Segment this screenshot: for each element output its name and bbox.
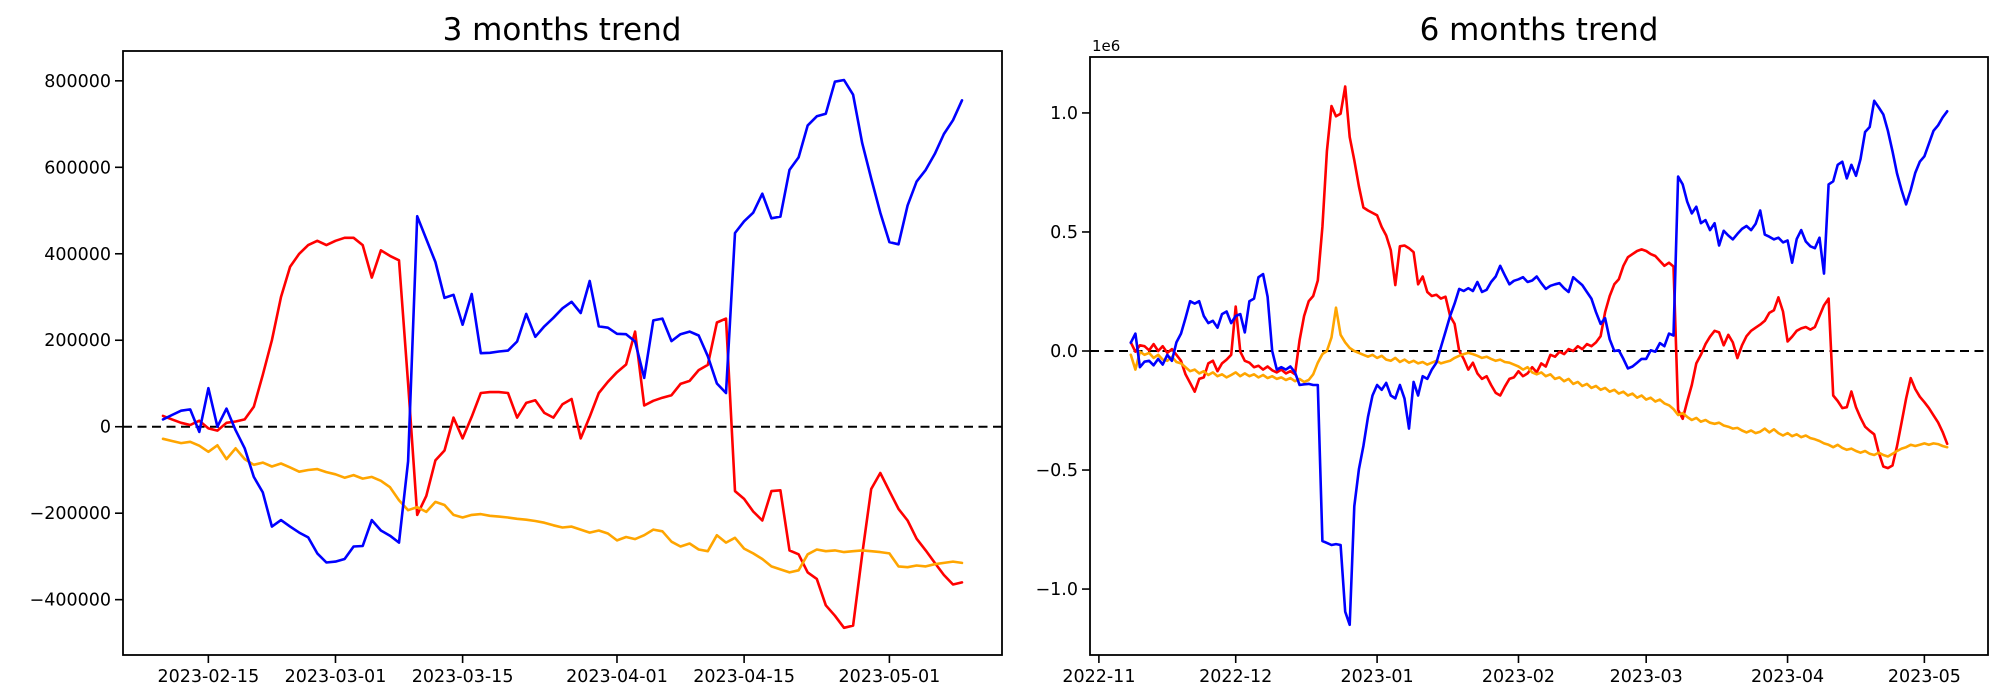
x-tick-label: 2023-04-01 (566, 667, 668, 687)
y-tick-label: −200000 (30, 504, 111, 524)
x-tick-label: 2023-05 (1888, 667, 1961, 687)
y-tick-label: 1.0 (1050, 104, 1078, 124)
y-tick-label: −0.5 (1036, 461, 1079, 481)
chart-title-6-months: 6 months trend (1420, 12, 1659, 48)
x-tick-label: 2023-04 (1751, 667, 1824, 687)
y-tick-label: −400000 (30, 591, 111, 611)
series-orange-line (1129, 306, 1949, 458)
y-tick-label: 200000 (44, 331, 111, 351)
x-tick-label: 2023-03-15 (412, 667, 514, 687)
y-tick-label: 0.5 (1050, 223, 1078, 243)
y-tick-label: 0 (100, 418, 111, 438)
chart-6-months-trend: 1.0 0.5 0.0 −0.5 −1.0 2022-11 2022-12 2023-01 20… (1036, 37, 1989, 687)
series-red-line (161, 236, 964, 630)
x-tick-label: 2023-02-15 (158, 667, 260, 687)
y-tick-label: 600000 (44, 158, 111, 178)
x-tick-label: 2023-01 (1341, 667, 1414, 687)
x-tick-label: 2022-12 (1199, 667, 1272, 687)
y-tick-label: 0.0 (1050, 342, 1078, 362)
axes-spines (122, 50, 1003, 656)
series-blue-line (1129, 99, 1949, 627)
x-tick-label: 2023-05-01 (839, 667, 941, 687)
series-blue-line (161, 78, 964, 564)
axes-spines (1089, 56, 1989, 656)
x-tick-label: 2023-02 (1482, 667, 1555, 687)
y-tick-label: −1.0 (1036, 580, 1079, 600)
chart-title-3-months: 3 months trend (443, 12, 682, 48)
series-red-line (1129, 85, 1949, 470)
series-orange-line (161, 437, 964, 574)
x-tick-label: 2022-11 (1062, 667, 1135, 687)
chart-3-months-trend: 800000 600000 400000 200000 0 −200000 −400000 2… (30, 50, 1003, 687)
y-axis-offset-label: 1e6 (1092, 37, 1120, 55)
x-tick-label: 2023-03 (1610, 667, 1683, 687)
y-tick-label: 800000 (44, 72, 111, 92)
x-tick-label: 2023-03-01 (285, 667, 387, 687)
y-tick-label: 400000 (44, 245, 111, 265)
x-tick-label: 2023-04-15 (693, 667, 795, 687)
